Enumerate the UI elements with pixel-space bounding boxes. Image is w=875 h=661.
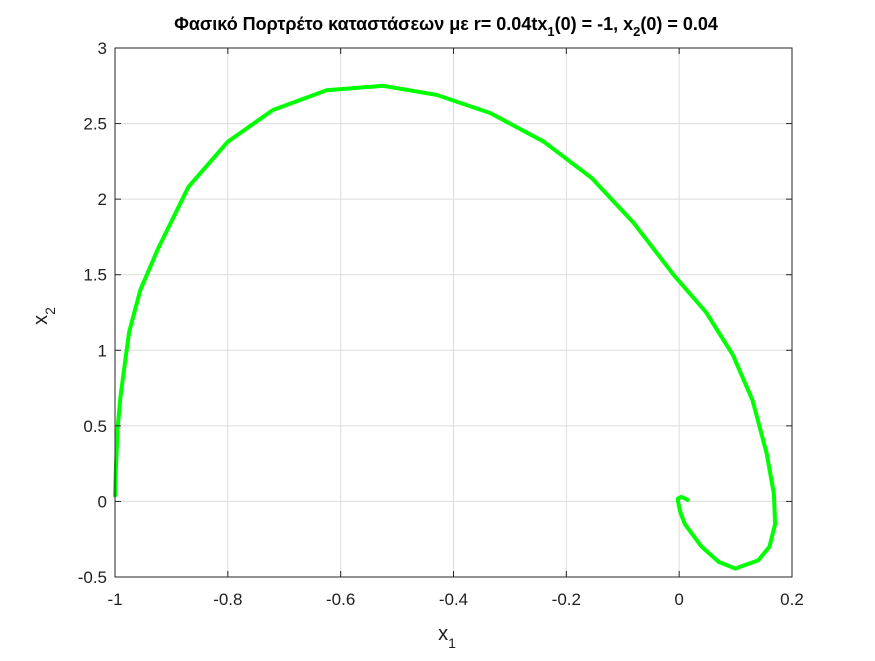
series-layer [113,83,778,571]
y-tick-label: 1 [98,341,107,360]
x-tick-label: -0.4 [439,590,468,609]
y-tick-label: 2 [98,190,107,209]
x-tick-label: -0.2 [552,590,581,609]
y-tick-label: -0.5 [78,568,107,587]
trajectory-line [113,83,778,571]
y-tick-label: 2.5 [83,115,107,134]
ticks: -1 -0.8 -0.6 -0.4 -0.2 0 0.2 -0.5 0 0.5 1 1.5 2 2.5 3 [78,39,804,609]
x-tick-label: 0.2 [780,590,804,609]
y-tick-label: 0 [98,492,107,511]
x-tick-label: -0.6 [326,590,355,609]
y-tick-label: 0.5 [83,417,107,436]
y-tick-label: 3 [98,39,107,58]
y-axis-label: x2 [30,307,58,325]
chart-title: Φασικό Πορτρέτο καταστάσεων με r= 0.04tx… [174,14,718,39]
x-tick-label: -0.8 [213,590,242,609]
x-tick-label: -1 [107,590,122,609]
y-tick-label: 1.5 [83,266,107,285]
x-axis-label: x1 [438,623,456,651]
x-tick-label: 0 [674,590,683,609]
